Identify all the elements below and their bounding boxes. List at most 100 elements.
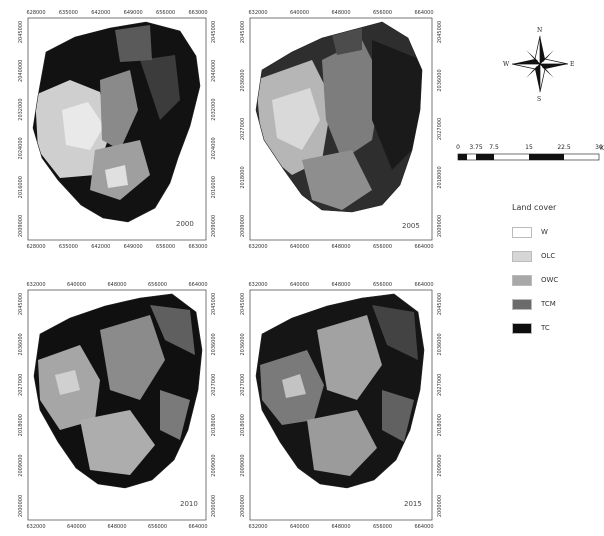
- y-tick-right: 2045000: [437, 293, 443, 315]
- x-tick-bottom: 640000: [290, 244, 309, 250]
- x-tick-bottom: 663000: [188, 244, 207, 250]
- east-label: E: [570, 61, 574, 68]
- y-tick-right: 2032000: [211, 98, 217, 120]
- y-tick-right: 2036000: [437, 69, 443, 91]
- map-svg-2015: 632000 640000 648000 656000 664000 632000 6400…: [240, 282, 443, 530]
- x-tick-top: 648000: [331, 282, 350, 288]
- x-tick-bottom: 656000: [373, 524, 392, 530]
- scale-label: 7.5: [489, 144, 499, 151]
- legend-label: TCM: [541, 300, 556, 308]
- x-tick-top: 648000: [107, 282, 126, 288]
- x-tick-bottom: 649000: [124, 244, 143, 250]
- y-tick-left: 2018000: [240, 414, 246, 436]
- x-tick-top: 656000: [373, 282, 392, 288]
- north-arrow: N S E W: [500, 24, 580, 108]
- y-tick-right: 2016000: [211, 176, 217, 198]
- y-tick-right: 2036000: [211, 333, 217, 355]
- scale-label: 30: [595, 144, 603, 151]
- x-tick-bottom: 648000: [331, 244, 350, 250]
- legend-item: TCM: [512, 298, 600, 310]
- scale-label: 22.5: [557, 144, 571, 151]
- scale-unit: K: [600, 145, 604, 152]
- x-tick-top: 664000: [414, 10, 433, 16]
- x-tick-top: 635000: [59, 10, 78, 16]
- map-panel-2000: 628000 635000 642000 649000 656000 663000 6280…: [0, 0, 222, 250]
- legend: Land cover W OLC OWC TCM TC: [512, 203, 600, 346]
- y-tick-left: 2045000: [240, 21, 246, 43]
- compass-rose-icon: N S E W: [503, 27, 574, 103]
- map-year-label: 2000: [176, 220, 194, 228]
- x-tick-bottom: 640000: [290, 524, 309, 530]
- y-tick-left: 2036000: [240, 333, 246, 355]
- x-tick-bottom: 656000: [373, 244, 392, 250]
- x-tick-top: 642000: [91, 10, 110, 16]
- y-tick-right: 2009000: [211, 215, 217, 237]
- x-tick-bottom: 635000: [59, 244, 78, 250]
- scale-bar-svg: 0 3.75 7.5 15 22.5 30 K: [456, 144, 604, 161]
- x-tick-top: 664000: [414, 282, 433, 288]
- x-tick-top: 640000: [67, 282, 86, 288]
- x-tick-top: 656000: [373, 10, 392, 16]
- y-tick-right: 2045000: [211, 21, 217, 43]
- x-tick-bottom: 656000: [156, 244, 175, 250]
- y-tick-left: 2000000: [18, 495, 24, 517]
- y-tick-left: 2009000: [18, 454, 24, 476]
- x-tick-bottom: 648000: [331, 524, 350, 530]
- y-tick-left: 2045000: [18, 21, 24, 43]
- y-tick-left: 2027000: [240, 118, 246, 140]
- x-tick-top: 632000: [26, 282, 45, 288]
- y-tick-right: 2045000: [211, 293, 217, 315]
- x-tick-top: 656000: [156, 10, 175, 16]
- y-tick-right: 2018000: [211, 414, 217, 436]
- legend-swatch: [512, 250, 532, 262]
- legend-title: Land cover: [512, 203, 557, 212]
- x-tick-bottom: 664000: [414, 524, 433, 530]
- y-tick-left: 2040000: [18, 60, 24, 82]
- y-tick-left: 2045000: [18, 293, 24, 315]
- map-year-label: 2010: [180, 500, 198, 508]
- x-tick-bottom: 642000: [91, 244, 110, 250]
- y-tick-left: 2045000: [240, 293, 246, 315]
- x-tick-bottom: 664000: [414, 244, 433, 250]
- x-tick-top: 664000: [188, 282, 207, 288]
- x-tick-top: 648000: [331, 10, 350, 16]
- legend-item: OLC: [512, 250, 600, 262]
- map-year-label: 2005: [402, 222, 420, 230]
- x-tick-bottom: 656000: [148, 524, 167, 530]
- x-tick-top: 649000: [124, 10, 143, 16]
- x-tick-bottom: 628000: [26, 244, 45, 250]
- map-svg-2005: 632000 640000 648000 656000 664000 632000 6400…: [240, 10, 443, 250]
- x-tick-top: 663000: [188, 10, 207, 16]
- y-tick-left: 2018000: [18, 414, 24, 436]
- map-svg-2010: 632000 640000 648000 656000 664000 632000 6400…: [18, 282, 217, 530]
- legend-swatch: [512, 226, 532, 238]
- y-tick-left: 2036000: [240, 69, 246, 91]
- west-label: W: [503, 61, 510, 68]
- x-tick-bottom: 632000: [26, 524, 45, 530]
- y-tick-right: 2000000: [211, 495, 217, 517]
- x-tick-bottom: 632000: [248, 244, 267, 250]
- x-tick-bottom: 664000: [188, 524, 207, 530]
- scale-label: 0: [456, 144, 460, 151]
- y-tick-right: 2024000: [211, 137, 217, 159]
- map-panel-2010: 632000 640000 648000 656000 664000 632000 6400…: [0, 270, 222, 532]
- y-tick-right: 2018000: [437, 414, 443, 436]
- x-tick-top: 632000: [248, 10, 267, 16]
- y-tick-left: 2016000: [18, 176, 24, 198]
- x-tick-top: 640000: [290, 10, 309, 16]
- y-tick-left: 2024000: [18, 137, 24, 159]
- x-tick-bottom: 648000: [107, 524, 126, 530]
- y-tick-left: 2009000: [240, 215, 246, 237]
- map-panel-2015: 632000 640000 648000 656000 664000 632000 6400…: [222, 270, 450, 532]
- scale-label: 3.75: [469, 144, 483, 151]
- legend-swatch: [512, 274, 532, 286]
- y-tick-left: 2027000: [18, 374, 24, 396]
- y-tick-left: 2009000: [240, 454, 246, 476]
- legend-items: W OLC OWC TCM TC: [512, 226, 600, 334]
- y-tick-right: 2027000: [437, 118, 443, 140]
- x-tick-bottom: 640000: [67, 524, 86, 530]
- scale-label: 15: [525, 144, 533, 151]
- y-tick-left: 2032000: [18, 98, 24, 120]
- map-svg-2000: 628000 635000 642000 649000 656000 663000 6280…: [18, 10, 217, 250]
- y-tick-right: 2045000: [437, 21, 443, 43]
